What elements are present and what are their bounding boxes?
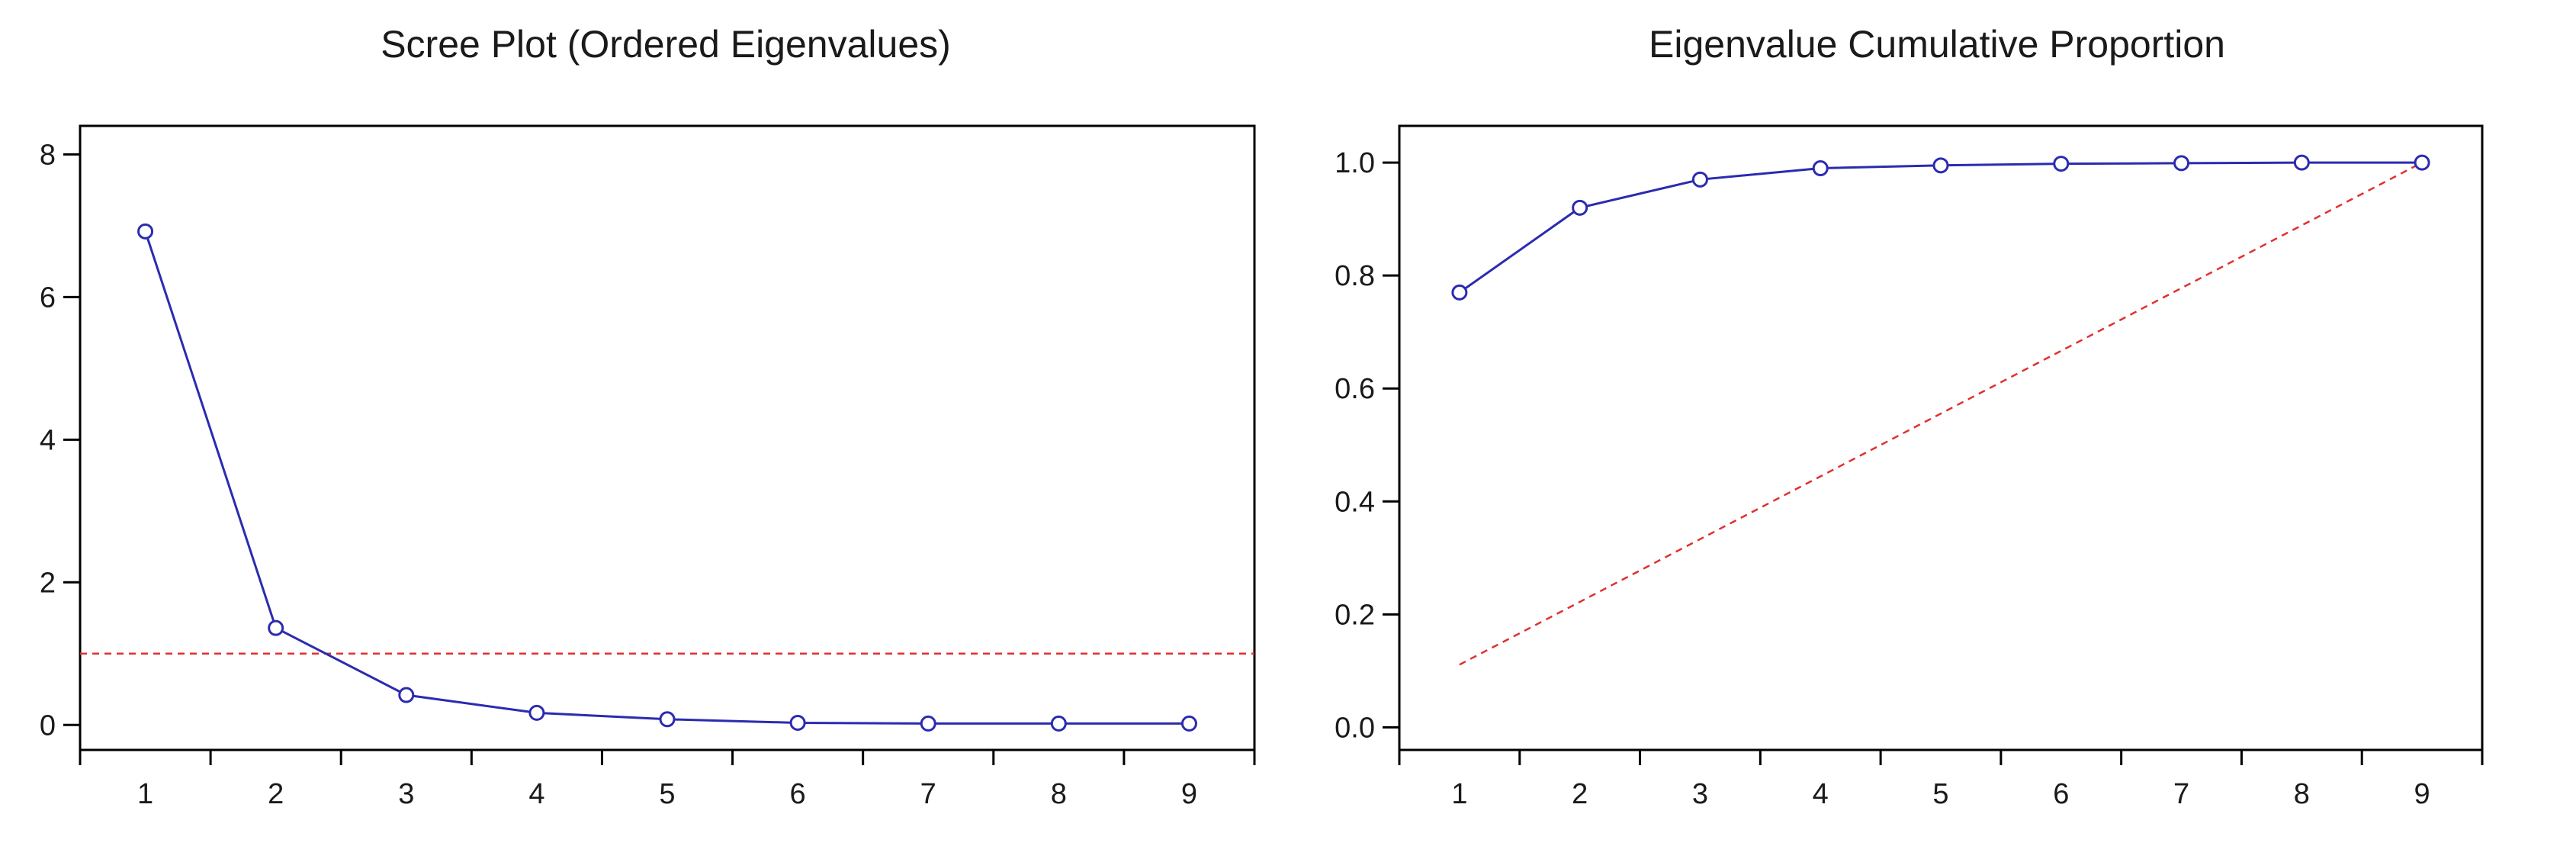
cumulative-data-point [1932,157,1949,174]
scree-plot-title: Scree Plot (Ordered Eigenvalues) [381,23,951,66]
cumulative-data-point [1572,199,1588,216]
scree-x-tick-label: 1 [137,778,153,810]
scree-series-line [144,230,1190,725]
scree-data-point [1180,715,1197,732]
scree-data-point [528,704,545,721]
cumulative-proportion-frame [1398,124,2484,751]
cumulative-x-tick-label: 6 [2053,778,2069,810]
scree-x-tick-label: 6 [790,778,806,810]
cumulative-series-line [1459,161,2423,294]
scree-y-tick-label: 6 [40,282,56,314]
scree-plot-frame [79,124,1256,751]
cumulative-data-point [1451,284,1468,301]
cumulative-x-tick-label: 4 [1813,778,1829,810]
scree-x-tick-label: 2 [268,778,284,810]
cumulative-x-tick-label: 2 [1572,778,1588,810]
cumulative-x-tick-label: 3 [1692,778,1708,810]
scree-data-point [398,687,415,703]
scree-x-tick-label: 7 [920,778,936,810]
cumulative-reference-line [1459,162,2423,666]
scree-plot-chart: Scree Plot (Ordered Eigenvalues) 0 2 4 6 8 1 2… [40,23,1256,810]
cumulative-x-tick-label: 7 [2173,778,2189,810]
scree-y-tick-label: 4 [40,424,56,456]
cumulative-y-tick-label: 0.8 [1335,260,1375,292]
scree-y-tick-label: 2 [40,567,56,599]
scree-y-tick-label: 0 [40,709,56,742]
cumulative-proportion-chart: Eigenvalue Cumulative Proportion 0.00.20… [1335,23,2484,810]
scree-data-point [268,619,284,636]
cumulative-y-tick-label: 1.0 [1335,147,1375,179]
cumulative-y-tick-label: 0.4 [1335,486,1375,518]
cumulative-x-tick-label: 9 [2414,778,2430,810]
cumulative-y-tick-label: 0.2 [1335,599,1375,631]
scree-x-tick-label: 9 [1181,778,1197,810]
scree-data-point [659,711,676,728]
cumulative-data-point [2173,155,2190,172]
scree-x-tick-label: 3 [398,778,414,810]
cumulative-data-point [1691,171,1708,188]
cumulative-x-tick-label: 1 [1451,778,1467,810]
cumulative-x-tick-label: 5 [1932,778,1948,810]
cumulative-proportion-title: Eigenvalue Cumulative Proportion [1649,23,2225,66]
cumulative-data-point [2293,154,2310,171]
scree-plot-marks: 0 2 4 6 8 1 2 3 4 5 6 7 8 9 [40,139,1256,810]
scree-data-point [789,714,806,731]
scree-data-point [1050,715,1067,732]
cumulative-y-tick-label: 0.0 [1335,712,1375,744]
scree-y-tick-label: 8 [40,139,56,171]
cumulative-x-tick-label: 8 [2294,778,2310,810]
cumulative-data-point [2414,154,2430,171]
scree-x-tick-label: 8 [1051,778,1067,810]
scree-x-tick-label: 5 [659,778,675,810]
cumulative-proportion-marks: 0.0 0.2 0.4 0.6 0.8 1.0 1 2 3 4 5 6 7 8 9 [1335,147,2484,810]
scree-data-point [920,715,936,732]
scree-x-tick-label: 4 [528,778,544,810]
scree-data-point [137,223,154,240]
cumulative-y-tick-label: 0.6 [1335,373,1375,405]
cumulative-data-point [1812,160,1829,177]
cumulative-data-point [2053,156,2070,172]
